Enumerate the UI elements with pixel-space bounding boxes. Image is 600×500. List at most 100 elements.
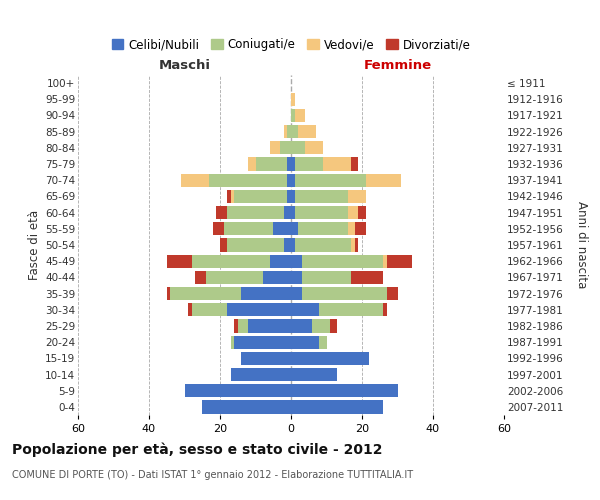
Y-axis label: Anni di nascita: Anni di nascita — [575, 202, 587, 288]
Bar — [287, 158, 291, 170]
Bar — [291, 109, 295, 122]
Bar — [167, 287, 170, 300]
Bar — [248, 158, 256, 170]
Bar — [291, 270, 302, 284]
Bar — [230, 336, 234, 349]
Bar — [188, 303, 191, 316]
Bar — [348, 222, 355, 235]
Bar — [302, 270, 352, 284]
Text: Femmine: Femmine — [364, 58, 431, 71]
Bar — [227, 238, 284, 252]
Bar — [295, 238, 352, 252]
Bar — [291, 190, 295, 203]
Bar — [195, 270, 206, 284]
Bar — [291, 303, 319, 316]
Bar — [291, 400, 383, 413]
Bar — [213, 222, 224, 235]
Legend: Celibi/Nubili, Coniugati/e, Vedovi/e, Divorziati/e: Celibi/Nubili, Coniugati/e, Vedovi/e, Di… — [107, 34, 475, 56]
Bar — [295, 206, 348, 220]
Bar — [295, 158, 323, 170]
Bar — [287, 125, 291, 138]
Bar — [302, 287, 387, 300]
Bar — [352, 158, 358, 170]
Bar — [291, 287, 302, 300]
Bar — [227, 303, 291, 316]
Bar — [291, 368, 337, 381]
Bar — [298, 222, 348, 235]
Bar — [383, 303, 387, 316]
Bar — [230, 190, 234, 203]
Bar — [352, 238, 355, 252]
Bar — [348, 190, 365, 203]
Bar — [295, 174, 365, 187]
Bar — [263, 270, 291, 284]
Bar — [270, 141, 280, 154]
Bar — [241, 352, 291, 365]
Bar — [273, 222, 291, 235]
Bar — [241, 287, 291, 300]
Bar — [220, 238, 227, 252]
Bar — [319, 303, 383, 316]
Bar — [227, 206, 284, 220]
Y-axis label: Fasce di età: Fasce di età — [28, 210, 41, 280]
Bar — [234, 190, 287, 203]
Bar — [355, 222, 365, 235]
Bar — [284, 206, 291, 220]
Bar — [191, 254, 270, 268]
Bar — [358, 206, 365, 220]
Bar — [387, 287, 398, 300]
Bar — [227, 190, 230, 203]
Bar — [291, 320, 313, 332]
Bar — [191, 303, 227, 316]
Bar — [302, 254, 383, 268]
Bar — [383, 254, 387, 268]
Bar — [287, 174, 291, 187]
Bar — [365, 174, 401, 187]
Bar — [387, 254, 412, 268]
Bar — [230, 368, 291, 381]
Bar — [291, 141, 305, 154]
Bar — [181, 174, 209, 187]
Bar — [291, 92, 295, 106]
Bar — [256, 158, 287, 170]
Bar — [170, 287, 241, 300]
Bar — [248, 320, 291, 332]
Bar — [280, 141, 291, 154]
Text: COMUNE DI PORTE (TO) - Dati ISTAT 1° gennaio 2012 - Elaborazione TUTTITALIA.IT: COMUNE DI PORTE (TO) - Dati ISTAT 1° gen… — [12, 470, 413, 480]
Text: Popolazione per età, sesso e stato civile - 2012: Popolazione per età, sesso e stato civil… — [12, 442, 383, 457]
Bar — [295, 109, 305, 122]
Bar — [330, 320, 337, 332]
Bar — [291, 206, 295, 220]
Bar — [287, 190, 291, 203]
Bar — [291, 336, 319, 349]
Bar — [291, 384, 398, 398]
Bar — [291, 352, 369, 365]
Bar — [291, 158, 295, 170]
Bar — [291, 174, 295, 187]
Bar — [291, 238, 295, 252]
Bar — [291, 125, 298, 138]
Bar — [355, 238, 358, 252]
Bar — [209, 174, 287, 187]
Bar — [217, 206, 227, 220]
Bar — [284, 125, 287, 138]
Bar — [305, 141, 323, 154]
Bar — [234, 336, 291, 349]
Bar — [319, 336, 326, 349]
Bar — [295, 190, 348, 203]
Bar — [234, 320, 238, 332]
Bar — [323, 158, 352, 170]
Bar — [298, 125, 316, 138]
Bar — [202, 400, 291, 413]
Text: Maschi: Maschi — [158, 58, 211, 71]
Bar — [206, 270, 263, 284]
Bar — [270, 254, 291, 268]
Bar — [238, 320, 248, 332]
Bar — [167, 254, 191, 268]
Bar — [224, 222, 273, 235]
Bar — [313, 320, 330, 332]
Bar — [185, 384, 291, 398]
Bar — [291, 222, 298, 235]
Bar — [348, 206, 358, 220]
Bar — [291, 254, 302, 268]
